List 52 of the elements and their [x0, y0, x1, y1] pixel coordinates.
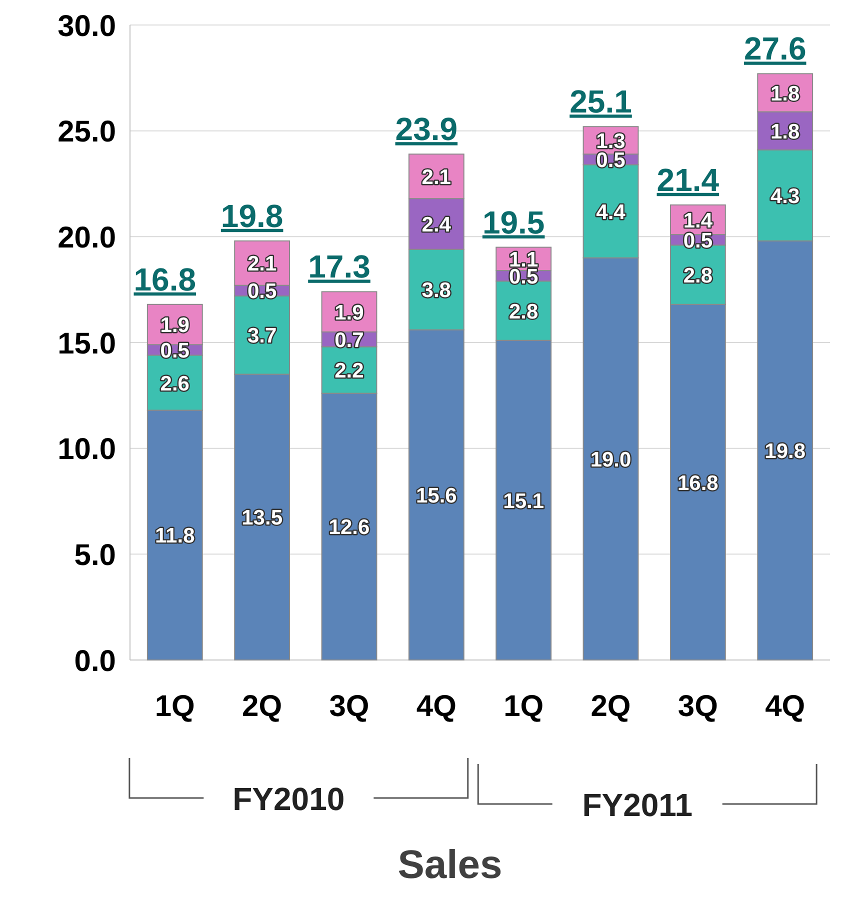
x-tick-label: 4Q	[765, 690, 806, 723]
y-tick-label: 25.0	[58, 116, 116, 149]
data-label: 4.3	[770, 184, 800, 208]
data-label: 1.9	[160, 314, 190, 338]
x-tick-label: 3Q	[678, 690, 718, 723]
data-label: 1.9	[334, 301, 364, 324]
data-label: 16.8	[677, 472, 719, 495]
data-label: 13.5	[242, 506, 283, 530]
text: FY2010	[232, 781, 345, 817]
y-tick-label: 30.0	[58, 10, 116, 43]
data-label: 15.6	[416, 484, 457, 508]
data-label: 2.8	[508, 300, 538, 324]
total-label: 19.5	[482, 204, 545, 240]
text: FY2011	[582, 787, 692, 823]
data-label: 2.8	[683, 264, 713, 288]
x-tick-label: 2Q	[242, 690, 282, 723]
total-label: 19.8	[220, 198, 284, 234]
x-tick-label: 4Q	[416, 690, 456, 723]
data-label: 1.3	[596, 130, 626, 153]
total-label: 21.4	[656, 162, 720, 198]
data-label: 2.4	[422, 214, 452, 237]
data-label: 1.8	[770, 120, 800, 144]
x-tick-label: 2Q	[590, 690, 631, 723]
y-tick-label: 15.0	[58, 327, 116, 360]
data-label: 2.1	[422, 166, 452, 189]
total-label: 23.9	[395, 111, 458, 148]
total-label: 25.1	[570, 84, 632, 120]
data-label: 2.1	[247, 252, 277, 276]
data-label: 3.8	[422, 279, 452, 302]
data-label: 0.7	[334, 328, 364, 352]
x-axis-title: Sales	[398, 843, 502, 887]
data-label: 4.4	[596, 200, 626, 224]
data-label: 3.7	[247, 324, 277, 348]
data-label: 19.8	[764, 440, 806, 464]
total-label: 16.8	[134, 261, 196, 298]
data-label: 15.1	[503, 490, 544, 513]
data-label: 2.6	[160, 372, 190, 396]
data-label: 1.8	[770, 82, 800, 106]
y-tick-label: 5.0	[74, 538, 116, 572]
total-label: 27.6	[744, 30, 806, 67]
data-label: 2.2	[334, 360, 364, 383]
x-tick-label: 3Q	[329, 690, 370, 723]
x-tick-label: 1Q	[504, 690, 544, 723]
y-tick-label: 20.0	[58, 221, 116, 254]
data-label: 1.4	[683, 209, 713, 232]
data-label: 19.0	[590, 448, 632, 472]
data-label: 12.6	[328, 516, 370, 540]
total-label: 17.3	[308, 248, 370, 285]
x-tick-label: 1Q	[154, 690, 195, 723]
y-tick-label: 0.0	[74, 644, 116, 678]
data-label: 11.8	[155, 524, 196, 548]
y-tick-label: 10.0	[58, 433, 116, 466]
